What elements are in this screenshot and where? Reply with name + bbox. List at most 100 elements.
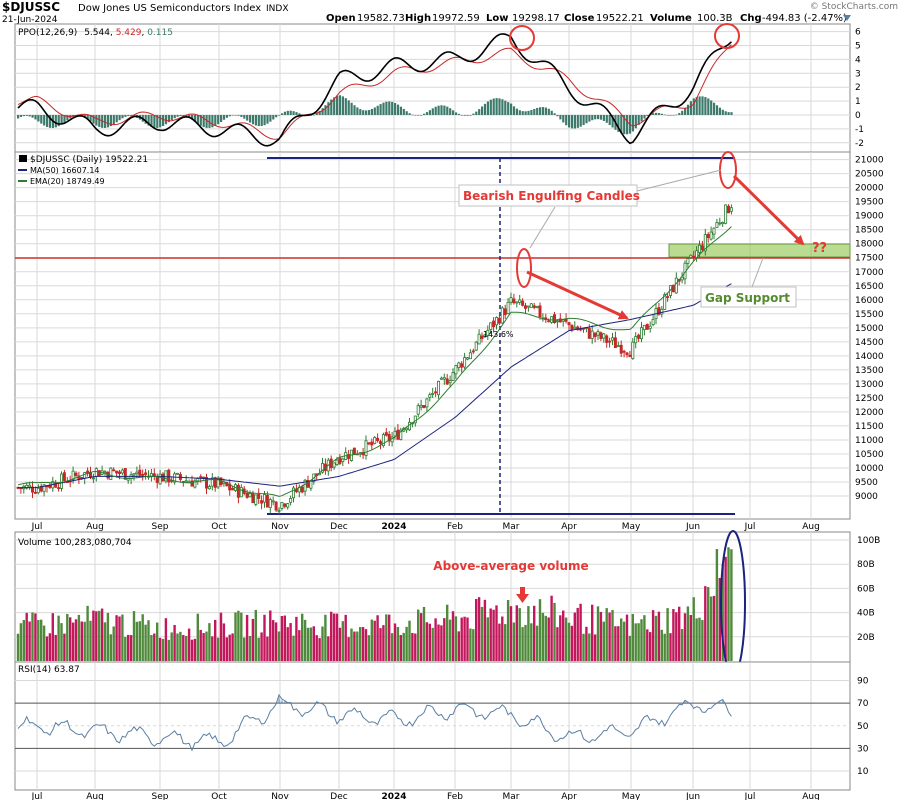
high-value: 19972.59 [432,13,480,24]
volume-bar [666,608,669,661]
rsi-x-tick-12: Jul [744,792,756,800]
ppo-hist-bar [28,115,31,117]
price-y-ticks: 21000 20500 20000 19500 19000 18500 18000 17500… [855,156,884,502]
volume-y-tick-2: 60B [857,584,875,594]
candle-body [451,372,455,381]
ppo-hist-bar [556,115,559,117]
candle-body [216,477,220,488]
volume-bar [454,616,458,661]
volume-bar [303,619,307,661]
ppo-hist-bar [109,115,112,127]
open-label: Open [326,13,356,24]
ppo-hist-bar [382,102,385,115]
candle-body [445,378,449,385]
volume-bar [167,639,170,661]
ppo-y-tick-7: -1 [855,125,864,135]
candle-body [144,472,148,475]
candle-body [132,473,136,476]
volume-bar [715,549,719,661]
ppo-line [17,33,732,147]
candle-body [30,486,34,493]
volume-bar [208,623,211,661]
ppo-hist-bar [144,115,147,124]
ppo-hist-bar [466,115,469,116]
volume-bar [54,634,57,661]
volume-bar [121,614,124,661]
volume-y-tick-0: 100B [857,536,880,546]
ppo-hist-bar [591,115,594,121]
candle-body [138,469,142,476]
candle-body [320,463,324,473]
ppo-hist-bar [559,115,562,120]
volume-bar [721,564,724,661]
volume-bar [98,610,101,661]
ppo-hist-bar [318,110,321,115]
volume-bar [712,595,716,661]
candle-body [611,337,615,341]
chg-value: -494.83 (-2.47%) [762,13,847,24]
volume-bar [327,636,330,661]
candle-body [286,503,290,508]
ppo-hist-bar [289,110,292,115]
ppo-hist-bar [237,115,240,116]
ppo-hist-bar [576,115,579,128]
chevron-down-icon[interactable] [843,15,851,21]
volume-bar [530,623,533,661]
candle-body [460,363,464,368]
volume-bar [234,612,237,661]
question-marks: ?? [812,241,827,256]
price-y-tick-11: 15500 [855,310,884,320]
ppo-hist-bar [611,115,614,128]
price-y-tick-2: 20000 [855,184,884,194]
price-x-tick-8: Mar [503,522,520,532]
ppo-hist-bar [695,97,698,115]
volume-bar [286,627,289,661]
ppo-hist-bar [101,115,104,128]
candle-body [616,345,620,348]
ema20-line [17,226,732,497]
ppo-hist-bar [385,101,388,115]
volume-bar [460,617,463,661]
ppo-hist-bar [405,111,408,115]
volume-bar [550,595,553,661]
ppo-hist-bar [689,101,692,115]
volume-bar [709,596,713,661]
ppo-hist-bar [321,108,324,115]
volume-bar [57,615,60,661]
ppo-hist-bar [437,105,440,115]
volume-bar [599,611,603,661]
ppo-hist-bar [159,115,162,128]
ppo-hist-bar [46,115,49,127]
ppo-peak-circle-jun [714,23,740,49]
volume-bar [573,612,576,661]
ppo-hist-bar [249,115,252,123]
price-y-tick-0: 21000 [855,156,884,166]
volume-bar [205,631,208,661]
ppo-hist-bar [315,113,318,115]
ppo-hist-bar [672,115,675,116]
price-y-tick-17: 12500 [855,394,884,404]
candle-body [465,357,469,360]
candle-body [109,467,113,480]
ppo-hist-bar [652,113,655,115]
candle-body [309,480,313,489]
ppo-hist-bar [486,101,489,115]
rsi-line [17,693,732,752]
volume-bar [390,633,394,661]
rsi-x-tick-13: Aug [802,792,820,800]
volume-bar [338,627,342,661]
volume-bar [295,616,298,661]
ppo-hist-bar [544,107,547,115]
volume-bar [698,617,701,661]
price-y-tick-1: 20500 [855,170,884,180]
candle-body [164,470,168,482]
ppo-hist-bar [663,114,666,116]
ppo-hist-bar [379,104,382,115]
candle-body [605,335,609,343]
candle-body [257,493,261,499]
volume-bar [402,632,405,661]
ppo-hist-bar [246,115,249,121]
volume-bar [353,631,356,661]
candle-body [692,255,696,258]
candle-body [660,308,664,315]
